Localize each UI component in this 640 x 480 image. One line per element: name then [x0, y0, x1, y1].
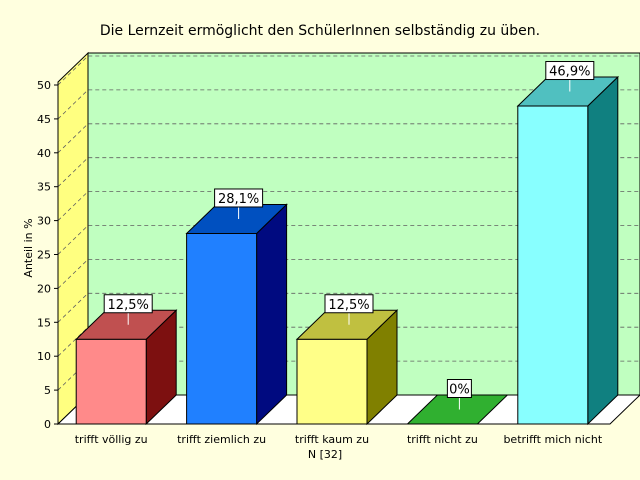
y-tick-label: 10 — [37, 350, 51, 363]
y-tick-label: 35 — [37, 181, 51, 194]
grid-line — [57, 191, 640, 221]
bar-top — [406, 394, 509, 425]
bar-top — [185, 203, 288, 234]
y-tick-label: 40 — [37, 147, 51, 160]
y-tick-label: 25 — [37, 249, 51, 262]
y-tick-label: 5 — [44, 384, 51, 397]
y-tick-label: 50 — [37, 79, 51, 92]
x-category-label: trifft ziemlich zu — [177, 433, 266, 446]
bar-side — [256, 203, 288, 426]
grid-line — [57, 225, 640, 255]
bar-front — [517, 105, 589, 425]
data-label: 12,5% — [328, 298, 369, 313]
x-category-label: trifft völlig zu — [75, 433, 148, 446]
bar-front — [186, 232, 258, 425]
grid-line — [57, 157, 640, 187]
bar-front — [296, 338, 368, 425]
data-label-box — [324, 294, 374, 314]
bar-top — [516, 76, 620, 107]
data-label-box — [545, 61, 595, 81]
y-tick-label: 30 — [37, 215, 51, 228]
x-category-label: trifft nicht zu — [407, 433, 478, 446]
grid-line — [57, 258, 640, 289]
x-category-label: trifft kaum zu — [295, 433, 369, 446]
y-tick-label: 20 — [37, 282, 51, 295]
y-tick-label: 45 — [37, 113, 51, 126]
grid-line — [57, 360, 640, 391]
bar-top — [74, 309, 178, 340]
data-label-box — [103, 294, 153, 314]
y-tick-label: 0 — [44, 418, 51, 431]
chart-title: Die Lernzeit ermöglicht den SchülerInnen… — [100, 23, 540, 39]
grid-line — [57, 326, 640, 357]
x-category-label: betrifft mich nicht — [503, 433, 602, 446]
bar-front — [75, 338, 147, 425]
sample-size-note: N [32] — [308, 448, 342, 461]
grid-line — [57, 89, 640, 120]
data-label: 12,5% — [108, 298, 149, 313]
data-label: 46,9% — [549, 65, 590, 80]
data-label-box — [214, 188, 264, 208]
y-axis-label: Anteil in % — [22, 218, 35, 277]
bar-top — [295, 309, 399, 340]
grid-line — [57, 292, 640, 323]
data-label: 28,1% — [218, 192, 259, 207]
bar-side — [587, 75, 619, 426]
y-tick-label: 15 — [37, 316, 51, 329]
grid-line — [57, 123, 640, 154]
data-label-box — [446, 379, 472, 398]
data-label: 0% — [449, 383, 470, 398]
grid-line — [57, 55, 640, 86]
